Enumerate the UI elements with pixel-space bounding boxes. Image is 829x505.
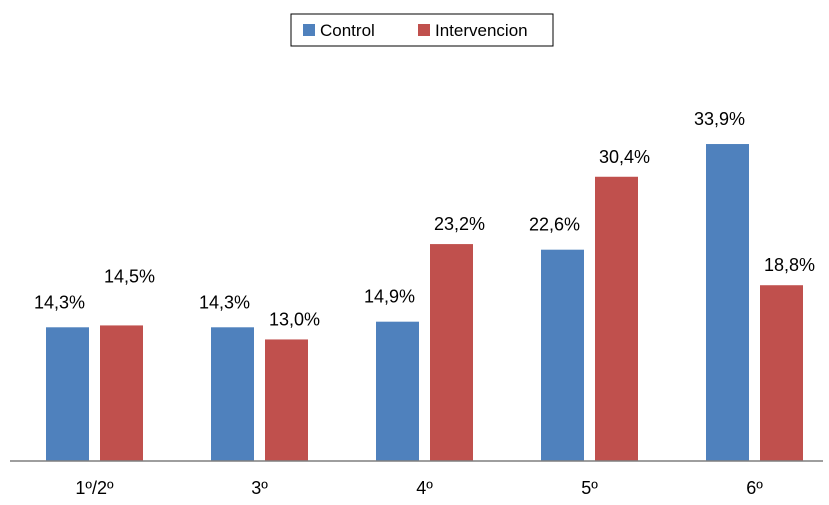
legend-label-intervencion: Intervencion [435, 21, 528, 40]
x-tick-label-4: 6º [746, 478, 763, 498]
bar-intervencion-0 [100, 325, 143, 461]
bar-control-2 [376, 321, 419, 461]
x-tick-label-3: 5º [581, 478, 598, 498]
value-label-control-4: 33,9% [694, 109, 745, 129]
value-label-intervencion-3: 30,4% [599, 147, 650, 167]
value-label-intervencion-2: 23,2% [434, 214, 485, 234]
plot-area: 14,3% 14,5% 14,3% 13,0% 14,9% 23,2% 22,6% 30,4%… [34, 109, 815, 461]
value-label-control-1: 14,3% [199, 292, 250, 312]
x-axis-ticks: 1º/2º 3º 4º 5º 6º [75, 478, 763, 498]
legend-swatch-intervencion [418, 24, 430, 36]
bar-control-1 [211, 327, 254, 461]
value-label-control-0: 14,3% [34, 292, 85, 312]
legend-label-control: Control [320, 21, 375, 40]
legend-swatch-control [303, 24, 315, 36]
bar-control-4 [706, 144, 749, 461]
x-tick-label-1: 3º [251, 478, 268, 498]
bar-control-0 [46, 327, 89, 461]
bar-control-3 [541, 249, 584, 461]
value-label-intervencion-4: 18,8% [764, 255, 815, 275]
value-label-intervencion-0: 14,5% [104, 266, 155, 286]
value-label-intervencion-1: 13,0% [269, 309, 320, 329]
bar-intervencion-1 [265, 339, 308, 461]
x-tick-label-0: 1º/2º [75, 478, 114, 498]
bar-intervencion-4 [760, 285, 803, 461]
x-tick-label-2: 4º [416, 478, 433, 498]
legend: Control Intervencion [290, 13, 554, 47]
bar-intervencion-3 [595, 176, 638, 461]
bar-intervencion-2 [430, 244, 473, 461]
value-label-control-3: 22,6% [529, 215, 580, 235]
value-label-control-2: 14,9% [364, 287, 415, 307]
